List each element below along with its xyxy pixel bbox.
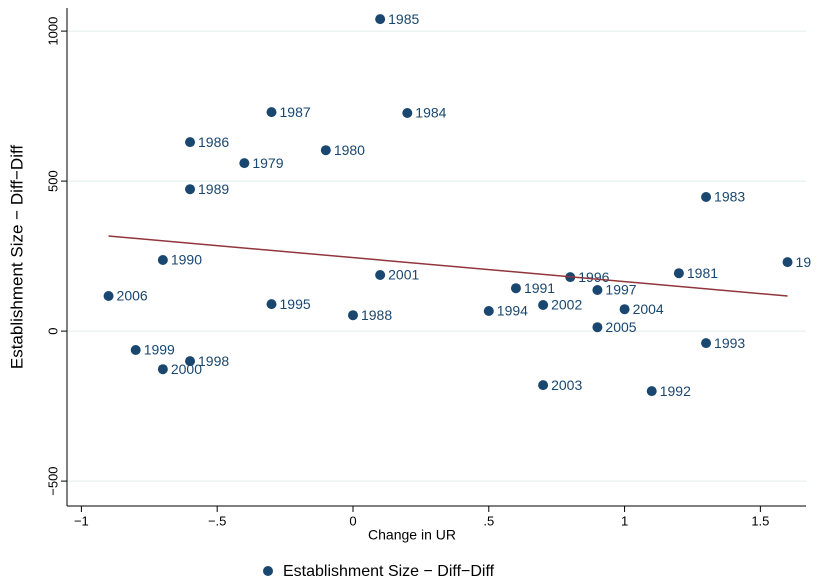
point-label: 1991 — [524, 280, 555, 296]
point-label: 1983 — [714, 189, 745, 205]
point — [375, 270, 386, 280]
x-tick-label: 1.5 — [751, 513, 769, 528]
point — [266, 107, 277, 118]
point — [483, 306, 494, 316]
point-label: 1990 — [171, 252, 202, 268]
point-label: 1999 — [144, 342, 175, 358]
point-label: 2005 — [605, 319, 636, 335]
x-tick-label: .5 — [483, 513, 494, 528]
point — [157, 255, 168, 265]
point — [239, 158, 250, 169]
point — [185, 184, 196, 195]
x-tick-label: 1 — [621, 513, 628, 528]
point-label: 2003 — [551, 377, 582, 393]
x-tick-label: 0 — [349, 513, 356, 528]
y-tick-label: −500 — [45, 466, 60, 495]
point-label: 2006 — [117, 288, 148, 304]
point-label: 1988 — [361, 307, 392, 323]
point — [646, 386, 657, 397]
point-label: 19 — [796, 254, 812, 270]
point — [130, 345, 141, 355]
point-label: 1987 — [280, 104, 311, 120]
y-tick-label: 1000 — [45, 17, 60, 46]
point — [701, 192, 712, 202]
point — [782, 257, 793, 268]
point-label: 1979 — [252, 155, 283, 171]
point-label: 1996 — [578, 269, 609, 285]
fit-line — [108, 235, 788, 297]
point — [538, 300, 549, 310]
legend-label: Establishment Size − Diff−Diff — [283, 563, 495, 580]
point-label: 1985 — [388, 11, 419, 27]
y-axis-label: Establishment Size − Diff−Diff — [7, 145, 26, 370]
point — [592, 322, 603, 333]
point — [619, 304, 630, 315]
point — [185, 137, 196, 148]
point-label: 1984 — [415, 105, 446, 121]
point-label: 2004 — [633, 301, 664, 317]
x-tick-label: −1 — [74, 513, 89, 528]
point — [347, 310, 358, 321]
point — [157, 364, 168, 375]
point — [673, 268, 684, 279]
x-tick-label: −.5 — [208, 513, 226, 528]
point — [375, 14, 386, 25]
point — [185, 356, 196, 367]
x-axis-label: Change in UR — [368, 527, 456, 543]
point-label: 1993 — [714, 335, 745, 351]
legend-marker — [263, 566, 273, 576]
point — [103, 291, 114, 301]
point — [320, 145, 331, 156]
point — [402, 108, 413, 118]
y-tick-label: 0 — [45, 327, 60, 334]
y-tick-label: 500 — [45, 170, 60, 192]
point-label: 2002 — [551, 297, 582, 313]
point-label: 1981 — [687, 265, 718, 281]
point — [701, 338, 712, 349]
point-label: 1992 — [660, 383, 691, 399]
point — [266, 299, 277, 310]
point — [592, 285, 603, 295]
point — [510, 283, 521, 294]
point — [538, 380, 549, 391]
point-label: 1980 — [334, 142, 365, 158]
point-label: 1994 — [497, 303, 528, 319]
point-label: 1989 — [198, 181, 229, 197]
point-label: 1997 — [605, 282, 636, 298]
point-label: 1998 — [198, 353, 229, 369]
point-label: 1986 — [198, 134, 229, 150]
point-label: 2000 — [171, 361, 202, 377]
point-label: 1995 — [280, 296, 311, 312]
point-label: 2001 — [388, 267, 419, 283]
